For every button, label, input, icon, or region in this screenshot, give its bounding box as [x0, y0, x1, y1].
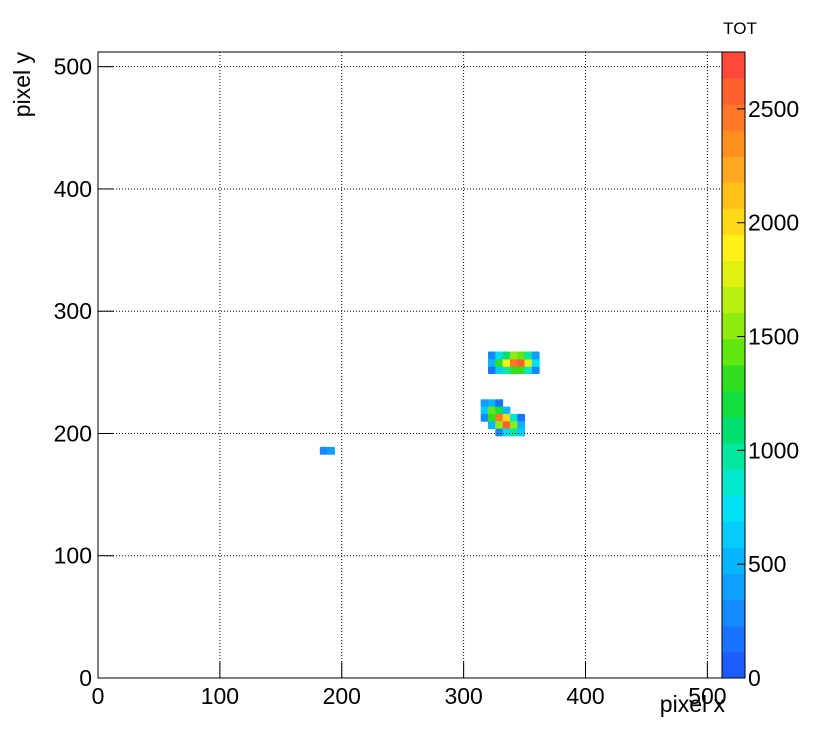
z-tick-label: 1000 [748, 437, 799, 463]
cell [488, 421, 496, 429]
cell [495, 429, 503, 437]
cell [488, 359, 496, 367]
cell [488, 414, 496, 422]
cell [488, 352, 496, 360]
y-tick-label: 0 [79, 665, 92, 691]
colorbar-band [722, 235, 745, 261]
colorbar-band [722, 600, 745, 626]
cell [532, 359, 540, 367]
cell [510, 421, 518, 429]
cell [503, 366, 511, 374]
z-tick-label: 500 [748, 551, 786, 577]
colorbar-band [722, 469, 745, 495]
cell [503, 414, 511, 422]
colorbar-band [722, 209, 745, 235]
x-tick-label: 400 [566, 683, 604, 709]
colorbar-band [722, 443, 745, 469]
cell [503, 359, 511, 367]
cell [517, 429, 525, 437]
cell [488, 407, 496, 415]
colorbar-band [722, 130, 745, 156]
cell [503, 421, 511, 429]
colorbar-band [722, 548, 745, 574]
colorbar-title: TOT [723, 19, 757, 38]
colorbar-band [722, 626, 745, 652]
x-tick-label: 0 [92, 683, 105, 709]
x-tick-label: 500 [688, 683, 726, 709]
cell [510, 414, 518, 422]
y-tick-label: 400 [54, 176, 92, 202]
y-tick-label: 500 [54, 54, 92, 80]
x-tick-label: 300 [444, 683, 482, 709]
colorbar-band [722, 365, 745, 391]
colorbar-band [722, 104, 745, 130]
cell [495, 421, 503, 429]
plot-area [98, 52, 722, 678]
y-tick-label: 200 [54, 420, 92, 446]
y-axis-title: pixel y [9, 52, 35, 118]
cell [517, 421, 525, 429]
cell [510, 429, 518, 437]
cell [532, 352, 540, 360]
colorbar-band [722, 261, 745, 287]
cell [532, 366, 540, 374]
cell [510, 366, 518, 374]
colorbar-band [722, 391, 745, 417]
y-tick-label: 100 [54, 543, 92, 569]
colorbar-band [722, 522, 745, 548]
cell [481, 414, 489, 422]
page: pixel x pixel y TOT 01002003004005000100… [0, 0, 819, 747]
cell [510, 352, 518, 360]
colorbar-band [722, 156, 745, 182]
z-tick-label: 2000 [748, 210, 799, 236]
cell [495, 359, 503, 367]
colorbar-band [722, 652, 745, 678]
colorbar-band [722, 339, 745, 365]
chart: pixel x pixel y TOT 01002003004005000100… [0, 0, 819, 742]
cell [495, 414, 503, 422]
colorbar-band [722, 417, 745, 443]
colorbar-band [722, 495, 745, 521]
colorbar-band [722, 78, 745, 104]
cell [525, 352, 533, 360]
cell [495, 399, 503, 407]
cell [327, 447, 335, 455]
cell [495, 352, 503, 360]
cell [517, 359, 525, 367]
colorbar-band [722, 574, 745, 600]
colorbar-band [722, 313, 745, 339]
cell [525, 366, 533, 374]
colorbar-band [722, 52, 745, 78]
cell [517, 352, 525, 360]
cell [525, 359, 533, 367]
cell [495, 407, 503, 415]
z-tick-label: 0 [748, 665, 761, 691]
y-tick-label: 300 [54, 298, 92, 324]
cell [481, 407, 489, 415]
cell [503, 407, 511, 415]
cell [481, 399, 489, 407]
x-tick-label: 200 [323, 683, 361, 709]
cell [488, 399, 496, 407]
cell [517, 414, 525, 422]
cell [510, 359, 518, 367]
z-tick-label: 1500 [748, 324, 799, 350]
cell [517, 366, 525, 374]
cell [503, 429, 511, 437]
colorbar-band [722, 287, 745, 313]
z-tick-label: 2500 [748, 96, 799, 122]
cell [488, 366, 496, 374]
cell [495, 366, 503, 374]
cell [320, 447, 328, 455]
cell [503, 352, 511, 360]
x-tick-label: 100 [201, 683, 239, 709]
colorbar-band [722, 182, 745, 208]
